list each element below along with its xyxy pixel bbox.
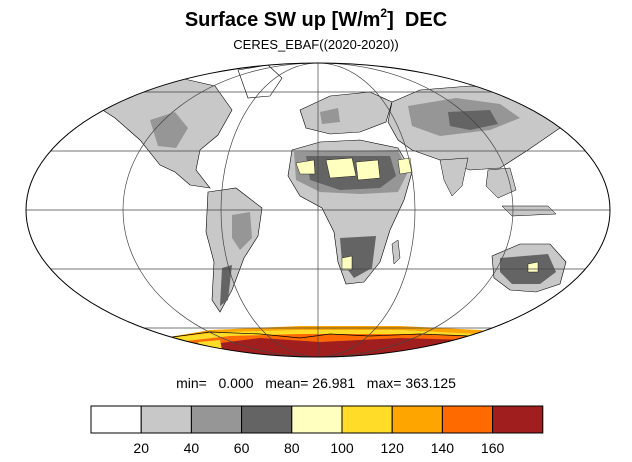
legend-boxes bbox=[90, 405, 544, 434]
title-text: Surface SW up [W/m bbox=[184, 9, 381, 31]
legend-box bbox=[341, 405, 393, 434]
max-label: max= bbox=[366, 375, 402, 391]
land-sahara-yellow-1 bbox=[295, 159, 316, 175]
mean-value: 26.981 bbox=[312, 375, 356, 391]
legend-tick-label: 100 bbox=[330, 440, 354, 456]
land-kalahari-yellow bbox=[341, 255, 353, 271]
legend-box bbox=[492, 405, 544, 434]
antarctica-coast bbox=[149, 331, 521, 341]
stats-line: min= 0.000 mean= 26.981 max= 363.125 bbox=[0, 375, 632, 391]
map-subtitle: CERES_EBAF((2020-2020)) bbox=[233, 37, 399, 52]
mean-label: mean= bbox=[265, 375, 309, 391]
legend-box bbox=[241, 405, 293, 434]
max-value: 363.125 bbox=[405, 375, 456, 391]
land-north-america-dark bbox=[150, 112, 188, 148]
legend-box bbox=[441, 405, 494, 434]
legend-tick-label: 120 bbox=[381, 440, 405, 456]
land-tibet-dark bbox=[448, 110, 498, 130]
map-title: Surface SW up [W/m2] DEC bbox=[0, 6, 632, 32]
land-europe-patch bbox=[320, 108, 340, 124]
land-sahara-yellow-2 bbox=[325, 157, 357, 179]
legend-box bbox=[291, 405, 343, 434]
legend-labels: 20 40 60 80 100 120 140 160 bbox=[133, 440, 504, 456]
legend-tick-label: 60 bbox=[234, 440, 250, 456]
land-india bbox=[439, 157, 469, 197]
land-madagascar bbox=[391, 239, 401, 265]
land-south-america-darker bbox=[220, 265, 232, 306]
min-value: 0.000 bbox=[218, 375, 254, 391]
title-closing: ] bbox=[387, 9, 394, 31]
land-south-america-dark bbox=[232, 212, 252, 250]
land-indonesia bbox=[501, 205, 557, 217]
legend-box bbox=[90, 405, 142, 434]
land-sahara-yellow-3 bbox=[355, 159, 381, 181]
legend-tick-label: 80 bbox=[284, 440, 300, 456]
map-outline bbox=[25, 62, 611, 358]
legend-tick-label: 160 bbox=[481, 440, 505, 456]
legend-tick-label: 20 bbox=[133, 440, 149, 456]
legend-box bbox=[391, 405, 443, 434]
title-superscript: 2 bbox=[380, 6, 388, 20]
land-se-asia bbox=[485, 167, 517, 199]
title-month: DEC bbox=[404, 9, 448, 31]
legend-box bbox=[190, 405, 243, 434]
legend-tick-label: 140 bbox=[431, 440, 455, 456]
legend-box bbox=[140, 405, 192, 434]
min-label: min= bbox=[176, 375, 207, 391]
legend-tick-label: 40 bbox=[184, 440, 200, 456]
